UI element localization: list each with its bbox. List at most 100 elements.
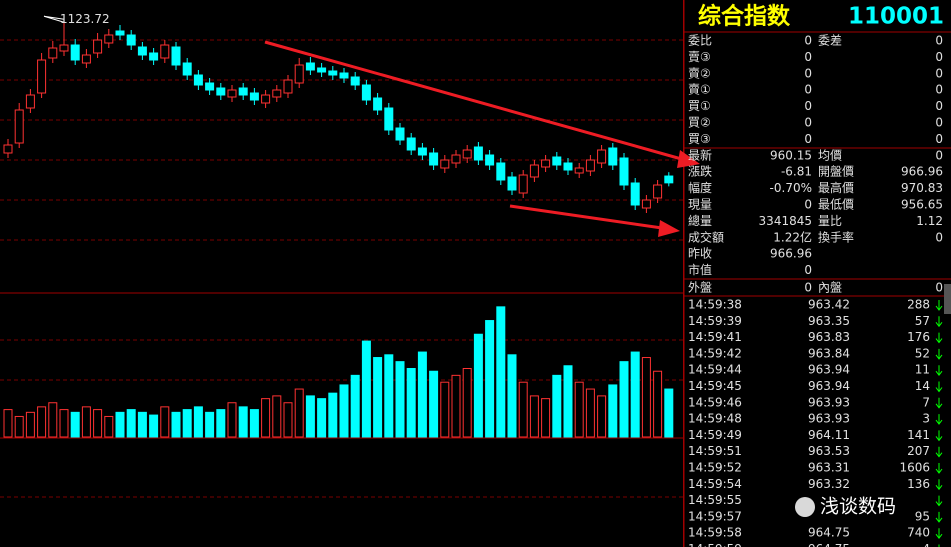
quote-label: 昨收 xyxy=(688,247,712,261)
trade-time: 14:59:42 xyxy=(688,346,742,360)
candle-body xyxy=(272,89,282,98)
candle-body xyxy=(328,70,338,76)
trade-price: 963.32 xyxy=(808,477,850,491)
quote-value: 966.96 xyxy=(901,165,943,179)
candle-body xyxy=(261,94,271,104)
candle-body xyxy=(104,34,114,44)
quote-value: 956.65 xyxy=(901,198,943,212)
candle-body xyxy=(81,54,91,64)
trade-volume: 52 xyxy=(915,346,930,360)
trade-price: 963.31 xyxy=(808,461,850,475)
volume-bar xyxy=(373,357,383,438)
index-code: 110001 xyxy=(848,4,944,30)
trade-arrow xyxy=(935,300,943,311)
trade-volume: 14 xyxy=(915,379,930,393)
trade-time: 14:59:55 xyxy=(688,493,742,507)
trade-time: 14:59:45 xyxy=(688,379,742,393)
volume-bar xyxy=(653,370,663,438)
volume-bar xyxy=(25,411,35,438)
volume-bar xyxy=(328,392,338,438)
trade-arrow xyxy=(935,397,943,409)
candle-body xyxy=(440,159,450,169)
quote-label: 漲跌 xyxy=(688,164,712,179)
watermark-icon xyxy=(795,497,815,517)
trade-price: 963.94 xyxy=(808,363,850,377)
volume-bar xyxy=(529,395,539,438)
trade-arrow xyxy=(935,365,943,377)
trade-time: 14:59:49 xyxy=(688,428,742,442)
volume-bar xyxy=(406,368,416,438)
volume-bar xyxy=(126,409,136,438)
quote-value: 960.15 xyxy=(770,148,812,162)
right-panel-frame xyxy=(683,0,951,547)
volume-bar xyxy=(104,415,114,438)
quote-label: 換手率 xyxy=(818,229,854,244)
trade-time: 14:59:44 xyxy=(688,363,742,377)
quote-label: 最高價 xyxy=(818,180,854,195)
trade-price: 963.94 xyxy=(808,379,850,393)
volume-bar xyxy=(440,381,450,438)
volume-bar xyxy=(305,395,315,438)
trade-time: 14:59:54 xyxy=(688,477,742,491)
candle-body xyxy=(227,89,237,98)
trade-price: 963.83 xyxy=(808,330,850,344)
volume-bar xyxy=(182,409,192,438)
volume-bar xyxy=(59,409,69,438)
volume-bar xyxy=(350,374,360,438)
candle-body xyxy=(93,39,103,54)
volume-bar xyxy=(518,381,528,438)
candle-body xyxy=(294,64,304,84)
quote-value: 0 xyxy=(935,116,943,130)
quote-value: 3341845 xyxy=(759,214,812,228)
candle-body xyxy=(462,149,472,159)
volume-bar xyxy=(339,384,349,438)
trade-arrow xyxy=(935,479,943,491)
quote-value: 0 xyxy=(935,281,943,295)
volume-bar xyxy=(541,398,551,438)
candle-body xyxy=(485,154,495,166)
trade-price: 964.11 xyxy=(808,428,850,442)
trade-arrow xyxy=(938,544,940,547)
quote-value: 0 xyxy=(935,83,943,97)
trade-time: 14:59:46 xyxy=(688,395,742,409)
volume-bar xyxy=(585,388,595,438)
volume-bar xyxy=(630,351,640,438)
candle-body xyxy=(563,162,573,171)
volume-bar xyxy=(37,406,47,438)
trade-arrow xyxy=(935,430,943,442)
quote-label: 成交額 xyxy=(688,229,724,244)
volume-bar xyxy=(473,333,483,438)
volume-bar xyxy=(294,388,304,438)
candle-body xyxy=(552,156,562,166)
quote-label: 買② xyxy=(688,116,711,130)
candle-body xyxy=(48,47,58,59)
trade-volume: 288 xyxy=(907,298,930,312)
trade-price: 963.53 xyxy=(808,444,850,458)
candle-body xyxy=(641,199,651,209)
trade-volume: 141 xyxy=(907,428,930,442)
quote-value: 970.83 xyxy=(901,181,943,195)
trade-time: 14:59:59 xyxy=(688,542,742,547)
candle-body xyxy=(395,127,405,141)
volume-bar xyxy=(619,361,629,438)
volume-bar xyxy=(93,409,103,438)
quote-value: 0 xyxy=(804,198,812,212)
trade-volume: 4 xyxy=(922,542,930,547)
volume-bar xyxy=(641,357,651,438)
candle-body xyxy=(59,44,69,52)
volume-bar xyxy=(317,398,327,438)
candle-body xyxy=(350,76,360,86)
candle-body xyxy=(507,176,517,191)
quote-label: 均價 xyxy=(818,148,842,162)
quote-value: 966.96 xyxy=(770,247,812,261)
quote-value: 0 xyxy=(935,66,943,80)
candle-body xyxy=(619,157,629,186)
trade-time: 14:59:58 xyxy=(688,526,742,540)
volume-bar xyxy=(451,374,461,438)
candle-body xyxy=(630,182,640,206)
quote-value: 0 xyxy=(804,263,812,277)
candle-body xyxy=(406,137,416,151)
trade-arrow xyxy=(935,348,943,360)
